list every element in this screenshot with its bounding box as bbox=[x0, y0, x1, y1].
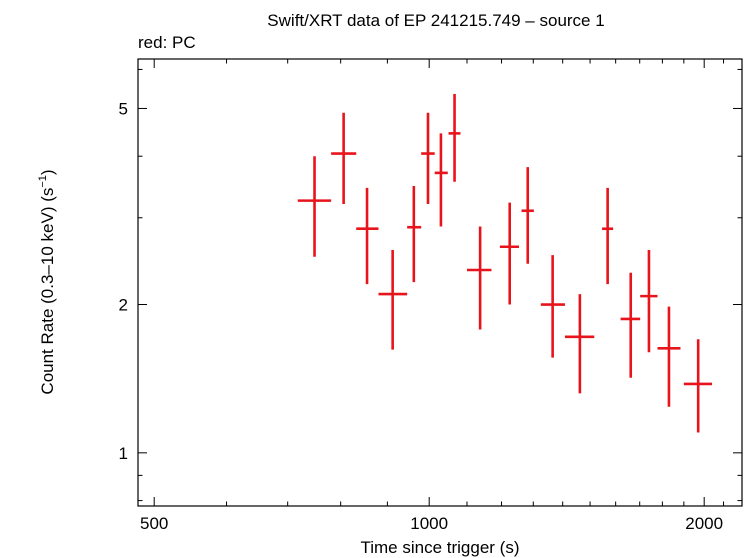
data-point bbox=[499, 202, 519, 305]
data-point bbox=[564, 294, 595, 394]
data-point bbox=[683, 339, 713, 433]
data-point bbox=[297, 156, 332, 257]
x-tick-label: 2000 bbox=[685, 514, 723, 533]
data-point bbox=[657, 306, 681, 407]
data-point bbox=[421, 112, 435, 204]
y-tick-label: 2 bbox=[119, 296, 128, 315]
y-axis-label-tail: ) bbox=[38, 169, 57, 175]
x-axis-label: Time since trigger (s) bbox=[360, 538, 519, 557]
data-points bbox=[297, 93, 713, 433]
chart-title: Swift/XRT data of EP 241215.749 – source… bbox=[267, 11, 604, 30]
plot-frame bbox=[137, 58, 743, 507]
data-point bbox=[407, 185, 422, 283]
chart-subtitle: red: PC bbox=[138, 33, 196, 52]
y-axis-label: Count Rate (0.3–10 keV) (s−1) bbox=[37, 169, 57, 394]
data-point bbox=[620, 272, 641, 378]
y-tick-label: 5 bbox=[119, 99, 128, 118]
y-axis-label-main: Count Rate (0.3–10 keV) (s bbox=[38, 188, 57, 395]
data-point bbox=[467, 226, 492, 330]
data-point bbox=[540, 255, 565, 358]
data-point bbox=[356, 187, 379, 285]
data-point bbox=[521, 167, 534, 264]
x-tick-label: 500 bbox=[140, 514, 168, 533]
y-axis-label-superscript: −1 bbox=[37, 175, 49, 188]
data-point bbox=[640, 250, 658, 353]
y-tick-label: 1 bbox=[119, 444, 128, 463]
tick-labels: 500 1000 2000 1 2 5 bbox=[119, 99, 724, 533]
x-tick-label: 1000 bbox=[410, 514, 448, 533]
data-point bbox=[448, 93, 461, 182]
data-point bbox=[331, 112, 357, 204]
data-point bbox=[602, 187, 614, 285]
axis-ticks bbox=[138, 59, 743, 506]
data-point bbox=[378, 250, 408, 350]
data-point bbox=[434, 133, 448, 227]
